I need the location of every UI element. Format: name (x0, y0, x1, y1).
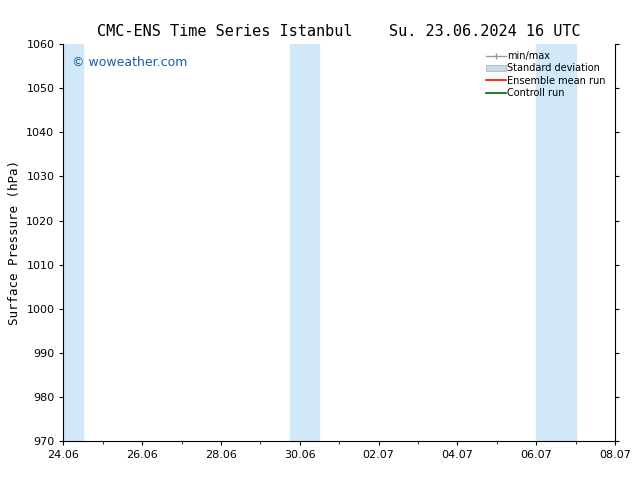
Bar (536, 44, 576, 441)
Legend: min/max, Standard deviation, Ensemble mean run, Controll run: min/max, Standard deviation, Ensemble me… (484, 49, 610, 100)
Bar (290, 44, 320, 441)
Title: CMC-ENS Time Series Istanbul    Su. 23.06.2024 16 UTC: CMC-ENS Time Series Istanbul Su. 23.06.2… (98, 24, 581, 39)
Bar (63, 44, 83, 441)
Text: © woweather.com: © woweather.com (72, 56, 187, 69)
Y-axis label: Surface Pressure (hPa): Surface Pressure (hPa) (8, 160, 21, 325)
